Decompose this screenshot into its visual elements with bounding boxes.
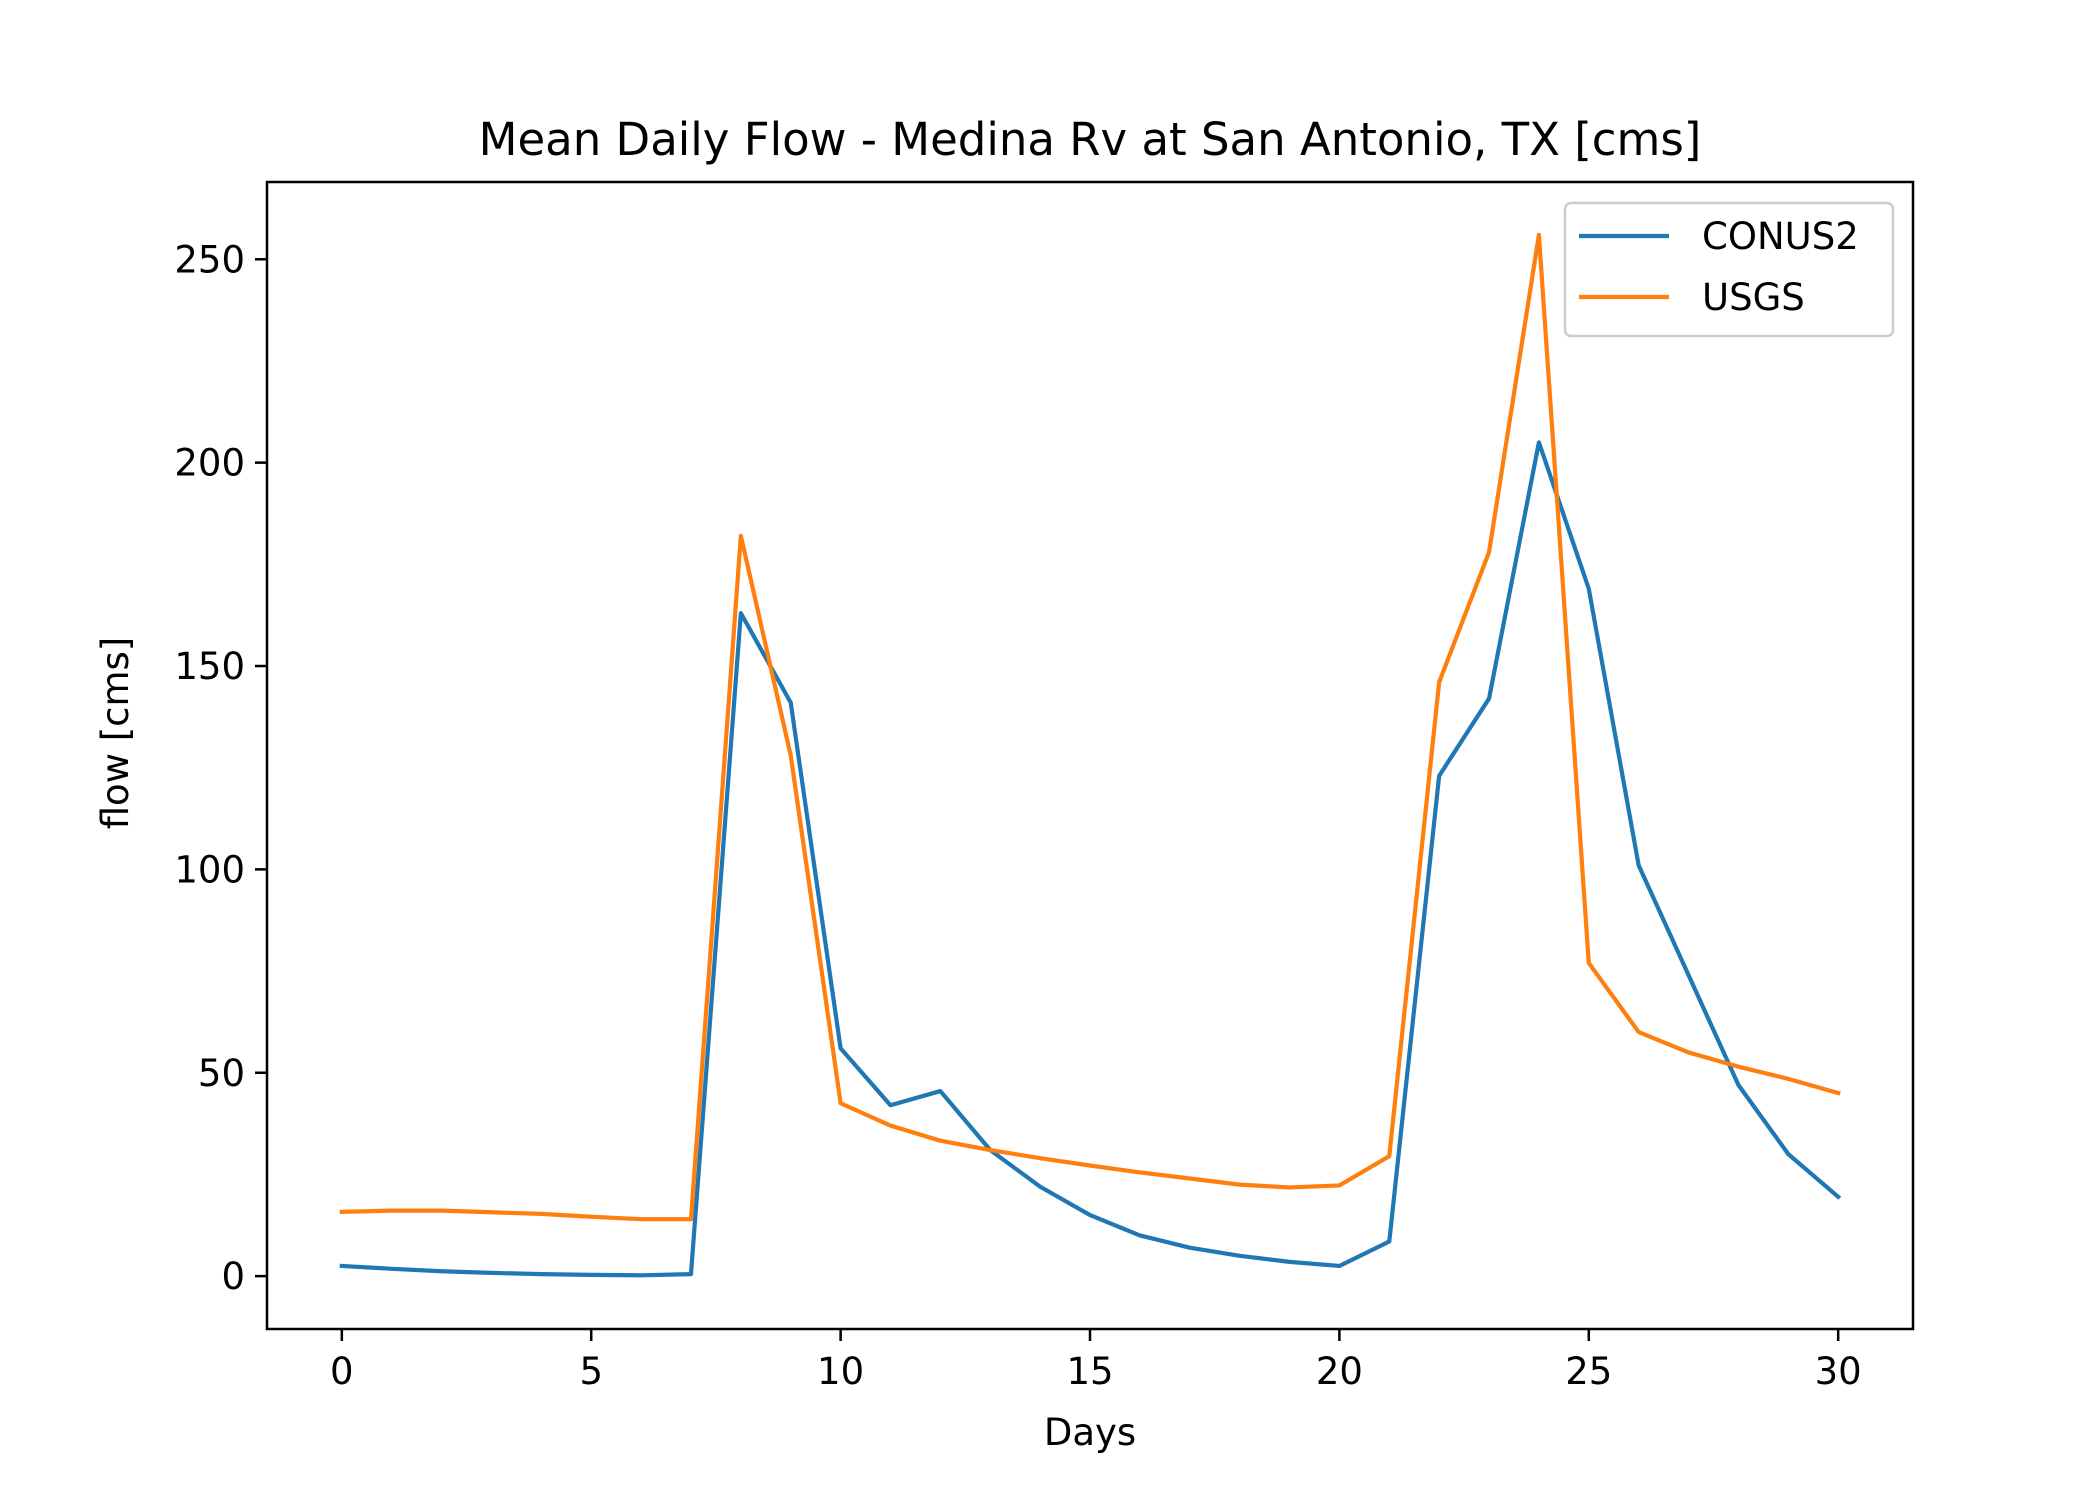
ticks-layer: 0 5 10 15 20 25 30 0 50 100 150 200 250 [174,238,1861,1393]
y-tick-label: 250 [174,238,245,281]
x-tick-label: 15 [1066,1350,1113,1393]
x-tick-label: 5 [579,1350,603,1393]
y-tick-label: 100 [174,848,245,891]
x-axis-label: Days [1044,1411,1136,1454]
y-tick-label: 200 [174,442,245,485]
x-tick-label: 20 [1316,1350,1363,1393]
series-line-usgs [339,232,1841,1222]
series-layer [339,232,1842,1278]
series-line-conus2 [339,440,1842,1278]
x-tick-label: 0 [330,1350,354,1393]
y-tick-label: 0 [221,1255,245,1298]
x-tick-label: 25 [1565,1350,1612,1393]
y-axis-label: flow [cms] [94,637,137,830]
x-tick-label: 30 [1815,1350,1862,1393]
plot-frame [265,180,1915,1331]
y-tick-label: 50 [198,1052,245,1095]
legend: CONUS2 USGS [1563,201,1895,338]
legend-label-usgs: USGS [1702,276,1805,319]
chart-title: Mean Daily Flow - Medina Rv at San Anton… [479,113,1702,166]
y-tick-label: 150 [174,645,245,688]
x-tick-label: 10 [817,1350,864,1393]
legend-label-conus2: CONUS2 [1702,215,1859,258]
